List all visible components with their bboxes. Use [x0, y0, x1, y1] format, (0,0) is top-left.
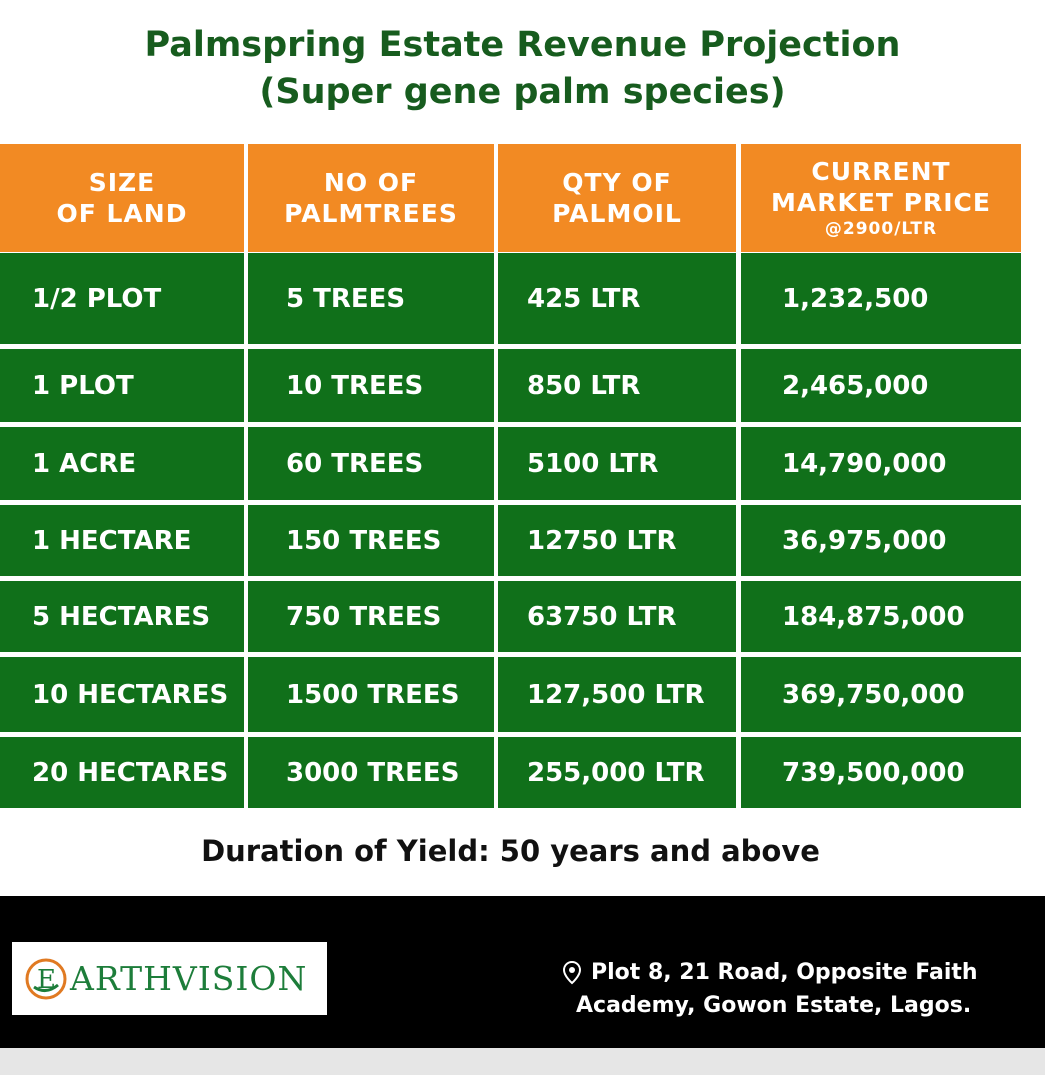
earthvision-logo: E ARTHVISION	[12, 942, 327, 1015]
footer: E ARTHVISION Plot 8, 21 Road, Opposite F…	[0, 896, 1045, 1048]
no-of-palmtrees-cell: 60 TREES	[248, 427, 494, 500]
size-of-land-cell: 1/2 PLOT	[0, 253, 244, 344]
qty-of-palmoil-cell: 12750 LTR	[498, 505, 736, 576]
table-row: 10 HECTARES 1500 TREES 127,500 LTR 369,750,…	[0, 657, 1021, 732]
qty-of-palmoil-cell: 255,000 LTR	[498, 737, 736, 808]
table-row: 1 HECTARE 150 TREES 12750 LTR 36,975,000	[0, 505, 1021, 576]
table-row: 1 ACRE 60 TREES 5100 LTR 14,790,000	[0, 427, 1021, 500]
address-line-1: Plot 8, 21 Road, Opposite Faith	[591, 960, 978, 985]
logo-text: ARTHVISION	[70, 959, 308, 998]
qty-of-palmoil-cell: 127,500 LTR	[498, 657, 736, 732]
no-of-palmtrees-cell: 3000 TREES	[248, 737, 494, 808]
size-of-land-cell: 20 HECTARES	[0, 737, 244, 808]
market-price-cell: 739,500,000	[741, 737, 1021, 808]
market-price-cell: 2,465,000	[741, 349, 1021, 422]
table-row: 1/2 PLOT 5 TREES 425 LTR 1,232,500	[0, 253, 1021, 344]
qty-of-palmoil-cell: 63750 LTR	[498, 581, 736, 652]
no-of-palmtrees-cell: 10 TREES	[248, 349, 494, 422]
market-price-cell: 369,750,000	[741, 657, 1021, 732]
title-line-2: (Super gene palm species)	[259, 72, 786, 112]
table-row: 20 HECTARES 3000 TREES 255,000 LTR 739,500,…	[0, 737, 1021, 808]
header-no-of-palmtrees: NO OF PALMTREES	[248, 144, 494, 252]
bottom-strip	[0, 1048, 1045, 1075]
table-row: 5 HECTARES 750 TREES 63750 LTR 184,875,000	[0, 581, 1021, 652]
market-price-cell: 184,875,000	[741, 581, 1021, 652]
page-title: Palmspring Estate Revenue Projection (Su…	[0, 22, 1045, 116]
no-of-palmtrees-cell: 150 TREES	[248, 505, 494, 576]
title-line-1: Palmspring Estate Revenue Projection	[144, 25, 901, 65]
qty-of-palmoil-cell: 425 LTR	[498, 253, 736, 344]
size-of-land-cell: 5 HECTARES	[0, 581, 244, 652]
size-of-land-cell: 1 PLOT	[0, 349, 244, 422]
header-current-market-price: CURRENT MARKET PRICE @2900/LTR	[741, 144, 1021, 252]
earthvision-e-logo-icon: E	[25, 958, 67, 999]
duration-of-yield: Duration of Yield: 50 years and above	[201, 834, 820, 868]
market-price-cell: 1,232,500	[741, 253, 1021, 344]
size-of-land-cell: 1 ACRE	[0, 427, 244, 500]
qty-of-palmoil-cell: 5100 LTR	[498, 427, 736, 500]
svg-text:E: E	[37, 965, 56, 995]
table-row: 1 PLOT 10 TREES 850 LTR 2,465,000	[0, 349, 1021, 422]
address: Plot 8, 21 Road, Opposite Faith Academy,…	[562, 956, 1032, 1022]
no-of-palmtrees-cell: 1500 TREES	[248, 657, 494, 732]
header-size-of-land: SIZE OF LAND	[0, 144, 244, 252]
size-of-land-cell: 1 HECTARE	[0, 505, 244, 576]
no-of-palmtrees-cell: 750 TREES	[248, 581, 494, 652]
size-of-land-cell: 10 HECTARES	[0, 657, 244, 732]
qty-of-palmoil-cell: 850 LTR	[498, 349, 736, 422]
address-line-2: Academy, Gowon Estate, Lagos.	[576, 993, 972, 1018]
header-qty-of-palmoil: QTY OF PALMOIL	[498, 144, 736, 252]
market-price-cell: 36,975,000	[741, 505, 1021, 576]
market-price-cell: 14,790,000	[741, 427, 1021, 500]
no-of-palmtrees-cell: 5 TREES	[248, 253, 494, 344]
location-pin-icon	[562, 960, 582, 984]
